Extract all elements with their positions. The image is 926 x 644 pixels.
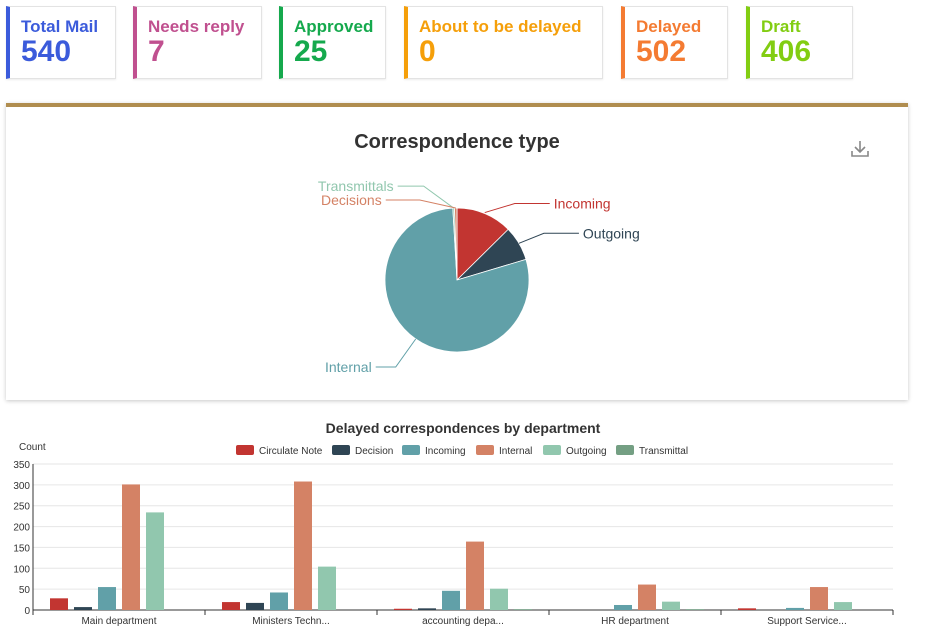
card-delayed[interactable]: Delayed 502: [621, 6, 728, 79]
bar-circulate-note[interactable]: [222, 602, 240, 610]
x-tick-label: Ministers Techn...: [252, 616, 330, 627]
bar-outgoing[interactable]: [146, 512, 164, 610]
legend-swatch: [332, 445, 350, 455]
pie-label-transmittals: Transmittals: [318, 178, 394, 194]
legend-swatch: [402, 445, 420, 455]
card-value: 25: [294, 35, 328, 68]
card-needs-reply[interactable]: Needs reply 7: [133, 6, 262, 79]
bar-outgoing[interactable]: [318, 566, 336, 610]
pie-label-line: [385, 199, 456, 209]
card-value: 7: [148, 35, 165, 68]
bar-circulate-note[interactable]: [738, 608, 756, 610]
bar-internal[interactable]: [294, 481, 312, 610]
y-tick-label: 100: [13, 564, 30, 575]
download-icon: [851, 141, 869, 157]
card-value: 0: [419, 35, 436, 68]
bar-transmittal[interactable]: [686, 609, 704, 610]
card-label: About to be delayed: [419, 17, 582, 36]
bar-circulate-note[interactable]: [50, 598, 68, 610]
card-value: 540: [21, 35, 72, 68]
bar-incoming[interactable]: [614, 604, 632, 610]
y-tick-label: 0: [24, 606, 30, 617]
x-tick-label: accounting depa...: [422, 616, 504, 627]
bar-transmittal[interactable]: [514, 609, 532, 610]
y-tick-label: 50: [19, 585, 31, 596]
summary-cards: Total Mail 540 Needs reply 7 Approved 25…: [0, 0, 926, 90]
bar-incoming[interactable]: [98, 587, 116, 610]
legend-label: Incoming: [425, 446, 466, 457]
bar-internal[interactable]: [122, 484, 140, 610]
bar-internal[interactable]: [810, 587, 828, 610]
pie-slice-internal[interactable]: [384, 207, 530, 353]
y-tick-label: 150: [13, 543, 30, 554]
bar-chart-title: Delayed correspondences by department: [325, 420, 601, 436]
x-tick-label: HR department: [601, 616, 669, 627]
legend-label: Transmittal: [639, 446, 688, 457]
card-total-mail[interactable]: Total Mail 540: [6, 6, 116, 79]
x-tick-label: Support Service...: [767, 616, 846, 627]
card-value: 406: [761, 35, 812, 68]
legend-item-decision[interactable]: Decision: [332, 445, 393, 457]
bar-outgoing[interactable]: [490, 588, 508, 610]
card-draft[interactable]: Draft 406: [746, 6, 853, 79]
card-label: Total Mail: [21, 17, 99, 36]
legend-swatch: [543, 445, 561, 455]
legend-label: Outgoing: [566, 446, 607, 457]
card-label: Delayed: [636, 17, 702, 36]
card-label: Approved: [294, 17, 374, 36]
bar-incoming[interactable]: [270, 592, 288, 610]
bar-internal[interactable]: [466, 541, 484, 610]
legend-item-internal[interactable]: Internal: [476, 445, 532, 457]
card-label: Draft: [761, 17, 801, 36]
pie-chart: Incoming Outgoing Internal TransmittalsDeci…: [318, 178, 640, 375]
legend-swatch: [236, 445, 254, 455]
card-value: 502: [636, 35, 687, 68]
legend-label: Internal: [499, 446, 532, 457]
legend-item-circulate-note[interactable]: Circulate Note: [236, 445, 323, 457]
bar-outgoing[interactable]: [662, 601, 680, 610]
bar-decision[interactable]: [418, 608, 436, 610]
pie-label-line: [518, 232, 579, 244]
pie-label-outgoing: Outgoing: [583, 225, 640, 241]
legend-swatch: [616, 445, 634, 455]
bar-decision[interactable]: [74, 607, 92, 610]
card-label: Needs reply: [148, 17, 245, 36]
pie-label-line: [375, 338, 417, 368]
x-tick-label: Main department: [81, 616, 156, 627]
card-about-to-be-delayed[interactable]: About to be delayed 0: [404, 6, 603, 79]
pie-slice-incoming[interactable]: [456, 207, 509, 281]
bar-internal[interactable]: [638, 584, 656, 610]
correspondence-type-panel: Correspondence type Incoming Outgoing Inte…: [6, 103, 908, 400]
legend-item-transmittal[interactable]: Transmittal: [616, 445, 688, 457]
y-axis-label: Count: [19, 442, 46, 453]
y-tick-label: 200: [13, 523, 30, 534]
bar-circulate-note[interactable]: [394, 608, 412, 610]
y-tick-label: 350: [13, 460, 30, 471]
bar-outgoing[interactable]: [834, 602, 852, 610]
pie-label-decisions: Decisions: [321, 192, 382, 208]
pie-label-line: [397, 185, 454, 209]
legend-item-outgoing[interactable]: Outgoing: [543, 445, 607, 457]
legend-swatch: [476, 445, 494, 455]
pie-chart-title: Correspondence type: [354, 131, 560, 153]
legend-item-incoming[interactable]: Incoming: [402, 445, 466, 457]
download-button[interactable]: [848, 137, 872, 161]
bar-chart: 0 50 100 150 200 250 300 350 Count Circulate Note…: [13, 442, 894, 627]
pie-label-internal: Internal: [325, 359, 372, 375]
legend-label: Decision: [355, 446, 393, 457]
pie-label-incoming: Incoming: [554, 196, 611, 212]
bar-incoming[interactable]: [442, 590, 460, 610]
y-tick-label: 300: [13, 481, 30, 492]
card-approved[interactable]: Approved 25: [279, 6, 386, 79]
y-tick-label: 250: [13, 502, 30, 513]
bar-incoming[interactable]: [786, 607, 804, 610]
pie-label-line: [484, 203, 550, 214]
legend-label: Circulate Note: [259, 446, 323, 457]
bar-decision[interactable]: [246, 602, 264, 610]
